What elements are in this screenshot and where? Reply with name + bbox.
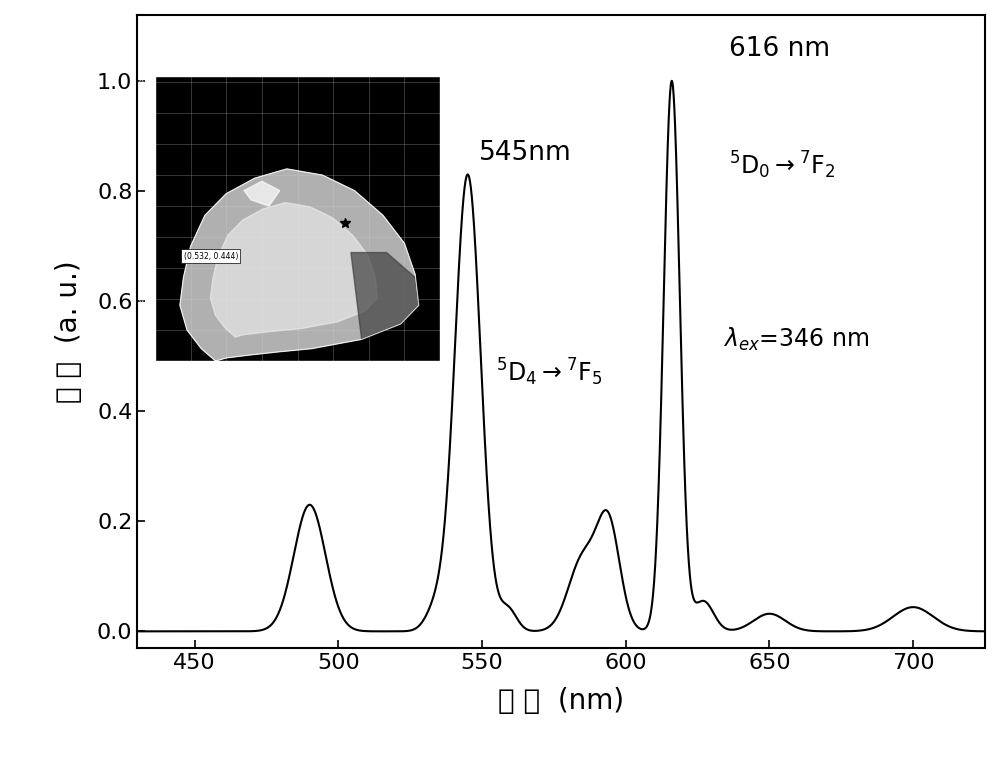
X-axis label: 波 长  (nm): 波 长 (nm)	[498, 686, 624, 714]
Text: $\lambda_{ex}$=346 nm: $\lambda_{ex}$=346 nm	[723, 326, 870, 353]
Polygon shape	[351, 252, 419, 339]
Text: $^5$D$_4$$\rightarrow$$^7$F$_5$: $^5$D$_4$$\rightarrow$$^7$F$_5$	[496, 356, 603, 388]
Polygon shape	[244, 182, 280, 206]
Polygon shape	[210, 203, 378, 337]
Y-axis label: 强 度  (a. u.): 强 度 (a. u.)	[55, 260, 83, 403]
Text: 545nm: 545nm	[479, 141, 572, 166]
Text: $^5$D$_0$$\rightarrow$$^7$F$_2$: $^5$D$_0$$\rightarrow$$^7$F$_2$	[729, 150, 836, 181]
Text: 616 nm: 616 nm	[729, 36, 830, 62]
Text: (0.532, 0.444): (0.532, 0.444)	[184, 252, 238, 261]
Polygon shape	[180, 169, 419, 361]
